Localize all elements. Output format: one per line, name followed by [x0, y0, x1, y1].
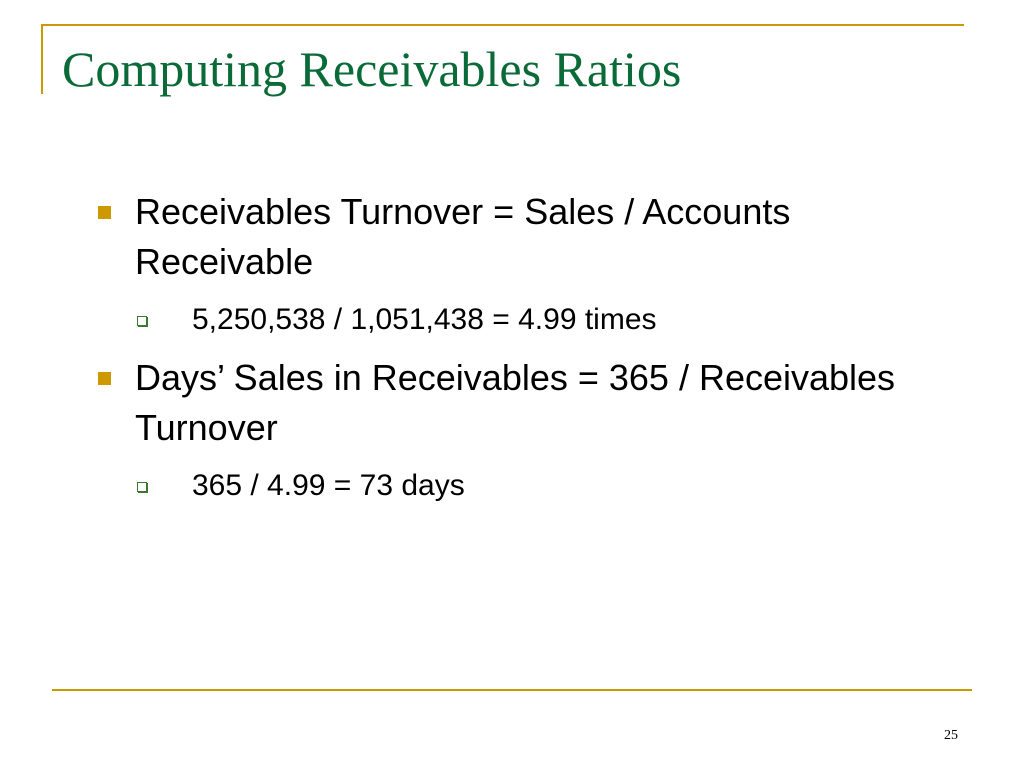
sub-bullet-text: 365 / 4.99 = 73 days [192, 469, 465, 502]
top-divider [42, 24, 964, 26]
sub-bullet-item: 5,250,538 / 1,051,438 = 4.99 times [137, 300, 657, 340]
square-bullet-icon [98, 372, 111, 385]
square-bullet-icon [98, 206, 111, 219]
bullet-item: Days’ Sales in Receivables = 365 / Recei… [98, 353, 935, 453]
page-number: 25 [944, 728, 958, 743]
title-accent-line [41, 24, 43, 94]
bullet-text: Receivables Turnover = Sales / Accounts … [135, 191, 791, 282]
slide-title: Computing Receivables Ratios [62, 41, 682, 97]
hollow-square-bullet-icon [137, 316, 147, 326]
bullet-text: Days’ Sales in Receivables = 365 / Recei… [135, 357, 896, 448]
hollow-square-bullet-icon [137, 482, 147, 492]
bullet-item: Receivables Turnover = Sales / Accounts … [98, 187, 935, 287]
sub-bullet-item: 365 / 4.99 = 73 days [137, 466, 465, 506]
sub-bullet-text: 5,250,538 / 1,051,438 = 4.99 times [192, 303, 657, 336]
bottom-divider [52, 689, 972, 691]
